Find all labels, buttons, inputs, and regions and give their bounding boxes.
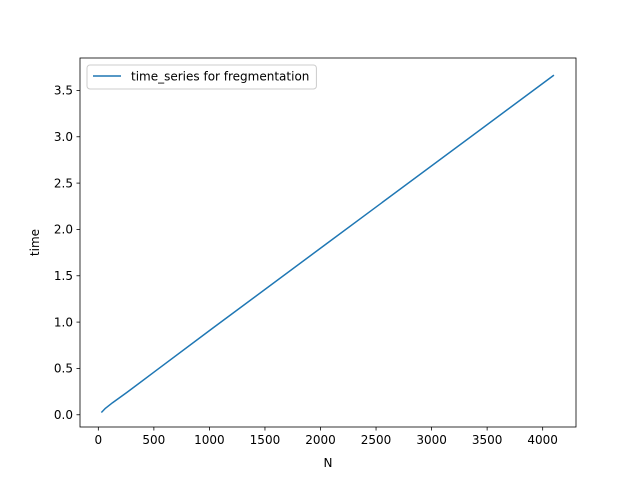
y-tick-label: 3.0 [54,130,73,144]
axes-frame [79,57,577,428]
y-tick-label: 0.0 [54,408,73,422]
x-axis-label: N [324,456,333,470]
x-tick-label: 4000 [527,433,558,447]
legend-label: time_series for fregmentation [131,70,309,84]
x-axis: 0 500 1000 1500 2000 2500 3000 3500 4000 [95,427,558,447]
legend: time_series for fregmentation [86,64,317,90]
y-tick-label: 1.5 [54,269,73,283]
x-tick-label: 1000 [194,433,225,447]
series-line [100,74,555,414]
x-tick-label: 2000 [305,433,336,447]
x-tick-label: 2500 [361,433,392,447]
x-tick-label: 500 [142,433,165,447]
y-tick-label: 1.0 [54,315,73,329]
legend-box [86,64,317,90]
x-tick-label: 1500 [250,433,281,447]
y-axis-label: time [28,229,42,256]
y-tick-label: 2.5 [54,176,73,190]
y-tick-label: 0.5 [54,362,73,376]
y-tick-label: 3.5 [54,84,73,98]
x-tick-label: 3500 [472,433,503,447]
y-axis: 0.0 0.5 1.0 1.5 2.0 2.5 3.0 3.5 [54,84,80,422]
x-tick-label: 3000 [416,433,447,447]
y-tick-label: 2.0 [54,223,73,237]
x-tick-label: 0 [95,433,103,447]
plot-area [100,74,555,414]
